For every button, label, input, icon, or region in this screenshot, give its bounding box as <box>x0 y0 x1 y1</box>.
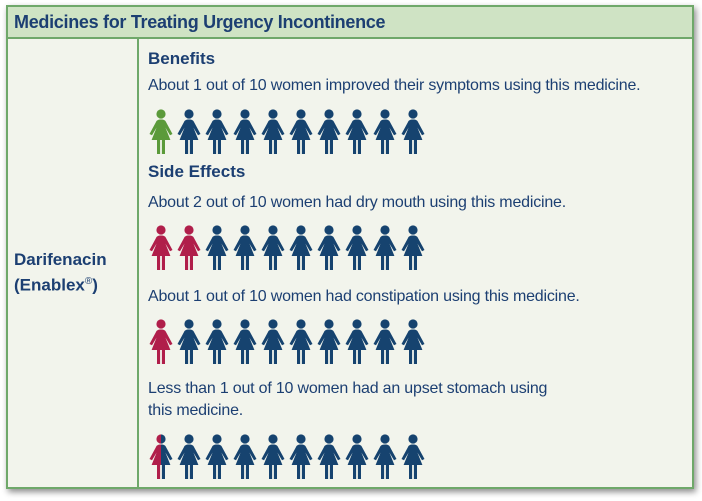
woman-icon <box>372 434 398 480</box>
woman-icon <box>400 434 426 480</box>
upset-stomach-statement-line1: Less than 1 out of 10 women had an upset… <box>148 380 548 397</box>
constipation-statement: About 1 out of 10 women had constipation… <box>148 288 580 305</box>
woman-icon-highlighted <box>148 319 174 365</box>
drug-generic-name: Darifenacin <box>14 250 107 269</box>
woman-icon-highlighted <box>148 225 174 271</box>
woman-icon <box>316 319 342 365</box>
woman-icon <box>372 225 398 271</box>
woman-icon <box>372 109 398 155</box>
woman-icon <box>400 109 426 155</box>
woman-icon <box>204 434 230 480</box>
benefit-statement: About 1 out of 10 women improved their s… <box>148 77 641 94</box>
constipation-icon-array <box>148 319 448 365</box>
info-card: Medicines for Treating Urgency Incontine… <box>6 5 694 489</box>
registered-mark: ® <box>84 276 93 287</box>
upset-stomach-statement-line2: this medicine. <box>148 402 244 419</box>
woman-icon <box>372 319 398 365</box>
woman-icon <box>260 109 286 155</box>
drug-name: Darifenacin (Enablex®) <box>14 249 107 297</box>
woman-icon <box>260 434 286 480</box>
woman-icon <box>232 319 258 365</box>
woman-icon <box>204 319 230 365</box>
woman-icon <box>204 225 230 271</box>
woman-icon <box>344 434 370 480</box>
dry-mouth-icon-array <box>148 225 448 271</box>
woman-icon <box>344 225 370 271</box>
woman-icon <box>176 434 202 480</box>
upset-stomach-icon-array <box>148 434 448 480</box>
woman-icon <box>316 225 342 271</box>
woman-icon <box>232 434 258 480</box>
drug-column: Darifenacin (Enablex®) <box>8 39 139 487</box>
dry-mouth-statement: About 2 out of 10 women had dry mouth us… <box>148 194 566 211</box>
woman-icon-partial <box>148 434 174 480</box>
benefit-icon-array <box>148 109 448 155</box>
woman-icon <box>260 319 286 365</box>
woman-icon <box>400 319 426 365</box>
drug-brand-name: (Enablex®) <box>14 275 98 295</box>
woman-icon <box>288 109 314 155</box>
woman-icon-highlighted <box>176 225 202 271</box>
woman-icon <box>316 434 342 480</box>
woman-icon <box>232 109 258 155</box>
woman-icon <box>260 225 286 271</box>
card-body: Darifenacin (Enablex®) Benefits About 1 … <box>8 39 692 487</box>
woman-icon <box>288 225 314 271</box>
woman-icon <box>288 434 314 480</box>
woman-icon <box>232 225 258 271</box>
woman-icon-highlighted <box>148 109 174 155</box>
woman-icon <box>316 109 342 155</box>
woman-icon <box>288 319 314 365</box>
card-title: Medicines for Treating Urgency Incontine… <box>8 7 692 39</box>
benefits-heading: Benefits <box>148 49 216 68</box>
woman-icon <box>176 319 202 365</box>
woman-icon <box>204 109 230 155</box>
woman-icon <box>344 319 370 365</box>
woman-icon <box>344 109 370 155</box>
side-effects-heading: Side Effects <box>148 162 246 181</box>
woman-icon <box>176 109 202 155</box>
woman-icon <box>400 225 426 271</box>
